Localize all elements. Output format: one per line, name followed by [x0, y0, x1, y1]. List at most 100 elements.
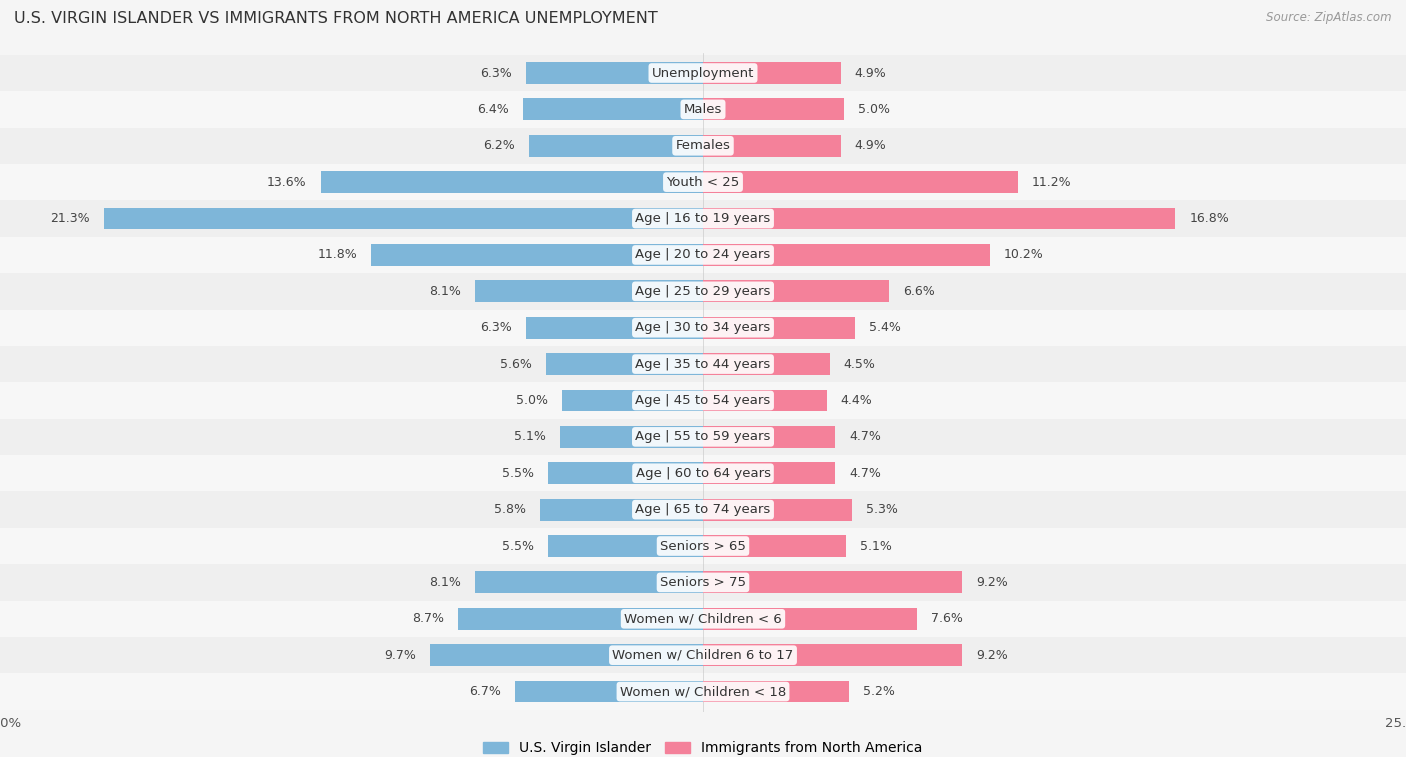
Bar — [526, 316, 703, 338]
Bar — [703, 463, 835, 484]
Text: Source: ZipAtlas.com: Source: ZipAtlas.com — [1267, 11, 1392, 24]
Text: Age | 35 to 44 years: Age | 35 to 44 years — [636, 357, 770, 371]
Bar — [546, 354, 703, 375]
Bar — [703, 171, 1018, 193]
Text: U.S. VIRGIN ISLANDER VS IMMIGRANTS FROM NORTH AMERICA UNEMPLOYMENT: U.S. VIRGIN ISLANDER VS IMMIGRANTS FROM … — [14, 11, 658, 26]
Bar — [515, 681, 703, 702]
Text: 5.6%: 5.6% — [499, 357, 531, 371]
Bar — [0, 346, 1406, 382]
Text: 4.7%: 4.7% — [849, 431, 882, 444]
Text: Women w/ Children < 18: Women w/ Children < 18 — [620, 685, 786, 698]
Bar — [0, 237, 1406, 273]
Text: Age | 20 to 24 years: Age | 20 to 24 years — [636, 248, 770, 261]
Text: Age | 30 to 34 years: Age | 30 to 34 years — [636, 321, 770, 334]
Text: 5.5%: 5.5% — [502, 467, 534, 480]
Bar — [703, 98, 844, 120]
Bar — [0, 55, 1406, 91]
Bar — [475, 572, 703, 593]
Bar — [703, 390, 827, 411]
Bar — [0, 419, 1406, 455]
Text: 4.9%: 4.9% — [855, 67, 887, 79]
Text: 5.3%: 5.3% — [866, 503, 898, 516]
Bar — [0, 128, 1406, 164]
Text: Seniors > 75: Seniors > 75 — [659, 576, 747, 589]
Text: 5.5%: 5.5% — [502, 540, 534, 553]
Text: 6.3%: 6.3% — [479, 321, 512, 334]
Text: Females: Females — [675, 139, 731, 152]
Bar — [0, 491, 1406, 528]
Text: Women w/ Children < 6: Women w/ Children < 6 — [624, 612, 782, 625]
Text: 5.1%: 5.1% — [513, 431, 546, 444]
Bar — [703, 499, 852, 521]
Bar — [0, 528, 1406, 564]
Text: 5.4%: 5.4% — [869, 321, 901, 334]
Text: 6.4%: 6.4% — [477, 103, 509, 116]
Bar — [0, 201, 1406, 237]
Bar — [703, 62, 841, 84]
Text: 4.4%: 4.4% — [841, 394, 873, 407]
Text: 16.8%: 16.8% — [1189, 212, 1229, 225]
Bar — [523, 98, 703, 120]
Bar — [703, 354, 830, 375]
Text: 5.0%: 5.0% — [516, 394, 548, 407]
Bar — [0, 164, 1406, 201]
Bar — [703, 535, 846, 557]
Text: Age | 65 to 74 years: Age | 65 to 74 years — [636, 503, 770, 516]
Text: 9.7%: 9.7% — [384, 649, 416, 662]
Bar — [703, 135, 841, 157]
Bar — [0, 564, 1406, 600]
Bar — [703, 572, 962, 593]
Bar — [540, 499, 703, 521]
Bar — [703, 608, 917, 630]
Text: 6.7%: 6.7% — [468, 685, 501, 698]
Text: 8.1%: 8.1% — [429, 576, 461, 589]
Text: 11.8%: 11.8% — [318, 248, 357, 261]
Bar — [703, 280, 889, 302]
Text: 4.9%: 4.9% — [855, 139, 887, 152]
Bar — [703, 681, 849, 702]
Bar — [104, 207, 703, 229]
Bar — [560, 426, 703, 448]
Text: 7.6%: 7.6% — [931, 612, 963, 625]
Text: Males: Males — [683, 103, 723, 116]
Bar — [529, 135, 703, 157]
Text: 11.2%: 11.2% — [1032, 176, 1071, 188]
Text: 4.7%: 4.7% — [849, 467, 882, 480]
Bar — [0, 674, 1406, 710]
Text: Age | 25 to 29 years: Age | 25 to 29 years — [636, 285, 770, 298]
Bar — [0, 637, 1406, 674]
Bar — [0, 273, 1406, 310]
Text: Age | 45 to 54 years: Age | 45 to 54 years — [636, 394, 770, 407]
Bar — [371, 244, 703, 266]
Bar — [703, 207, 1175, 229]
Text: 5.1%: 5.1% — [860, 540, 893, 553]
Text: 6.3%: 6.3% — [479, 67, 512, 79]
Text: 5.0%: 5.0% — [858, 103, 890, 116]
Text: 9.2%: 9.2% — [976, 576, 1008, 589]
Text: 9.2%: 9.2% — [976, 649, 1008, 662]
Bar — [475, 280, 703, 302]
Text: 13.6%: 13.6% — [267, 176, 307, 188]
Text: 5.2%: 5.2% — [863, 685, 896, 698]
Text: Age | 60 to 64 years: Age | 60 to 64 years — [636, 467, 770, 480]
Bar — [562, 390, 703, 411]
Text: Age | 55 to 59 years: Age | 55 to 59 years — [636, 431, 770, 444]
Text: Women w/ Children 6 to 17: Women w/ Children 6 to 17 — [613, 649, 793, 662]
Bar — [0, 455, 1406, 491]
Text: 8.7%: 8.7% — [412, 612, 444, 625]
Text: 6.6%: 6.6% — [903, 285, 935, 298]
Text: Unemployment: Unemployment — [652, 67, 754, 79]
Text: Age | 16 to 19 years: Age | 16 to 19 years — [636, 212, 770, 225]
Text: 4.5%: 4.5% — [844, 357, 876, 371]
Bar — [0, 382, 1406, 419]
Bar — [703, 244, 990, 266]
Text: Youth < 25: Youth < 25 — [666, 176, 740, 188]
Text: 8.1%: 8.1% — [429, 285, 461, 298]
Bar — [458, 608, 703, 630]
Text: 6.2%: 6.2% — [482, 139, 515, 152]
Legend: U.S. Virgin Islander, Immigrants from North America: U.S. Virgin Islander, Immigrants from No… — [478, 736, 928, 757]
Bar — [321, 171, 703, 193]
Bar — [430, 644, 703, 666]
Bar — [0, 600, 1406, 637]
Bar — [0, 91, 1406, 128]
